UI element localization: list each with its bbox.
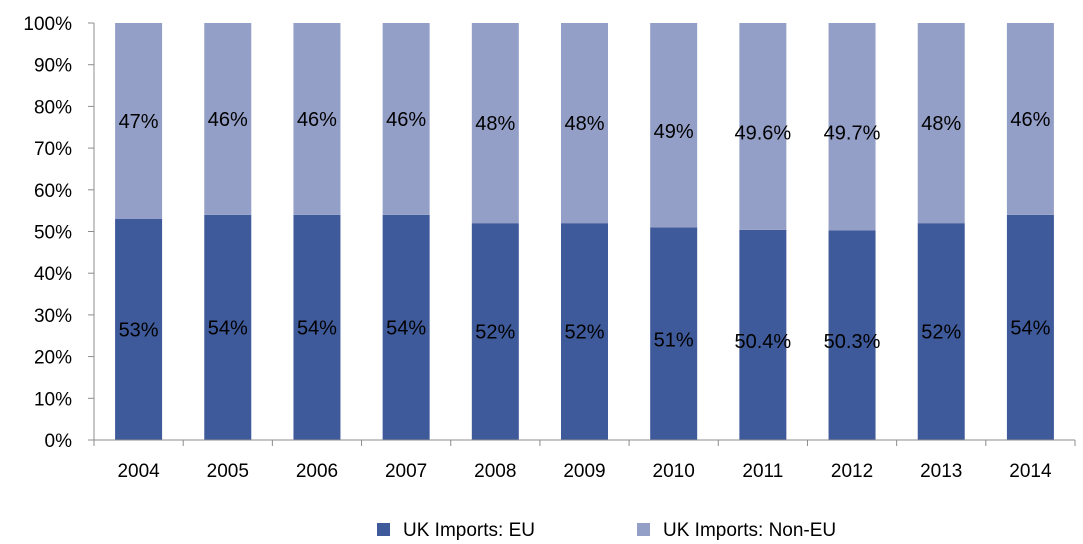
y-tick-label: 30%	[34, 306, 72, 327]
bar-segment	[561, 223, 608, 440]
data-label: 46%	[297, 109, 337, 131]
bar-segment	[115, 23, 163, 219]
x-tick-label: 2012	[831, 461, 873, 482]
bar-segment	[293, 214, 341, 440]
data-label: 50.3%	[824, 331, 881, 353]
legend-swatch	[637, 523, 650, 536]
bar-segment	[739, 229, 787, 440]
bar-segment	[917, 223, 965, 440]
bar-segment	[650, 227, 698, 440]
data-label: 46%	[386, 109, 426, 131]
data-label: 52%	[921, 322, 961, 344]
bar-segment	[828, 230, 876, 440]
x-tick-label: 2011	[742, 461, 783, 482]
legend-label: UK Imports: EU	[403, 520, 535, 541]
bar-segment	[204, 214, 252, 440]
data-label: 51%	[654, 330, 694, 352]
y-tick-label: 90%	[34, 56, 72, 77]
y-tick-label: 40%	[34, 264, 72, 285]
data-label: 53%	[119, 319, 159, 341]
bar-segment	[1006, 214, 1054, 440]
x-tick-label: 2009	[563, 461, 605, 482]
data-label: 49%	[654, 121, 694, 143]
x-tick-label: 2014	[1009, 461, 1052, 482]
data-label: 48%	[564, 113, 604, 135]
x-tick-label: 2005	[207, 461, 249, 482]
y-tick-label: 0%	[45, 431, 73, 452]
data-label: 52%	[564, 322, 604, 344]
bar-segment	[828, 23, 876, 231]
y-tick-label: 100%	[23, 14, 72, 35]
y-tick-label: 10%	[34, 389, 72, 410]
x-axis: 2004 2005 2006 2007 2008 2009 2010 2011 2012 2013…	[93, 439, 1076, 482]
bar-segment	[204, 23, 252, 215]
legend-swatch	[377, 523, 390, 536]
bar-segment	[115, 218, 163, 440]
x-tick-label: 2007	[385, 461, 427, 482]
data-label: 48%	[475, 113, 515, 135]
data-label: 54%	[297, 317, 337, 339]
x-tick-label: 2006	[296, 461, 338, 482]
data-label: 54%	[1010, 317, 1050, 339]
y-tick-label: 80%	[34, 97, 72, 118]
bar-segment	[382, 23, 430, 215]
bar-segment	[650, 23, 698, 228]
data-label: 49.7%	[824, 123, 881, 145]
x-tick-label: 2004	[117, 461, 160, 482]
data-label: 47%	[119, 111, 159, 133]
data-labels: 53% 47% 54% 46% 54% 46% 54% 46% 52% 48% 52% 48% 51% 4…	[119, 109, 1051, 353]
y-tick-label: 70%	[34, 139, 72, 160]
bar-segment	[293, 23, 341, 215]
bar-segment	[471, 23, 519, 224]
data-label: 52%	[475, 322, 515, 344]
bar-segment	[561, 23, 608, 224]
x-tick-label: 2010	[653, 461, 695, 482]
legend-label: UK Imports: Non-EU	[663, 520, 836, 541]
legend: UK Imports: EU UK Imports: Non-EU	[377, 520, 836, 541]
y-axis: 0% 10% 20% 30% 40% 50% 60% 70% 80% 90% 100%	[23, 14, 95, 452]
y-tick-label: 50%	[34, 223, 72, 244]
data-label: 50.4%	[735, 331, 792, 353]
bar-segment	[739, 23, 787, 230]
y-tick-label: 20%	[34, 348, 72, 369]
data-label: 54%	[386, 317, 426, 339]
bars	[115, 23, 1054, 440]
data-label: 48%	[921, 113, 961, 135]
bar-segment	[917, 23, 965, 224]
data-label: 54%	[208, 317, 248, 339]
x-tick-label: 2008	[474, 461, 516, 482]
data-label: 46%	[208, 109, 248, 131]
bar-segment	[1006, 23, 1054, 215]
bar-segment	[471, 223, 519, 440]
data-label: 46%	[1010, 109, 1050, 131]
bar-segment	[382, 214, 430, 440]
x-tick-label: 2013	[920, 461, 962, 482]
y-tick-label: 60%	[34, 181, 72, 202]
data-label: 49.6%	[735, 122, 792, 144]
